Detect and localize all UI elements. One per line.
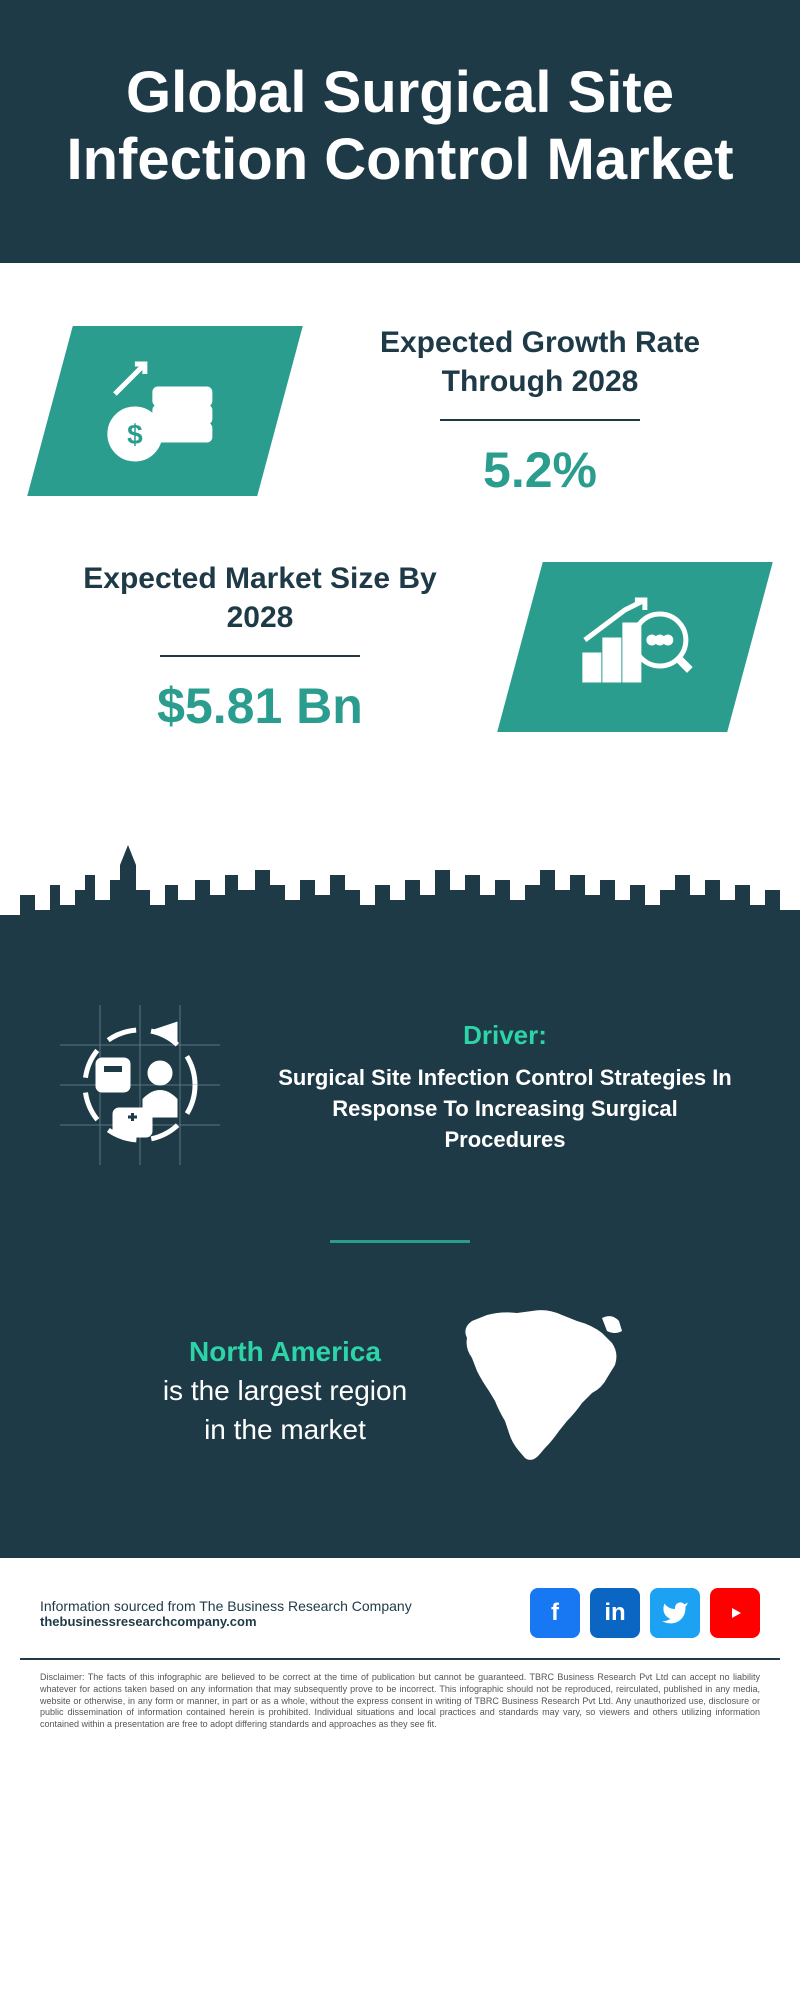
twitter-icon[interactable] [650,1588,700,1638]
stat-growth-rate: $ Expected Growth Rate Through 2028 5.2% [50,323,750,499]
driver-label: Driver: [270,1020,740,1051]
driver-text: Driver: Surgical Site Infection Control … [270,1020,740,1155]
source-text: Information sourced from The Business Re… [40,1598,412,1614]
main-title: Global Surgical Site Infection Control M… [40,60,760,193]
facebook-icon[interactable]: f [530,1588,580,1638]
chart-magnify-icon [570,585,700,705]
social-icons: f in [530,1588,760,1638]
youtube-icon[interactable] [710,1588,760,1638]
stats-section: $ Expected Growth Rate Through 2028 5.2% [0,263,800,835]
stat-market-size: Expected Market Size By 2028 $5.81 Bn [50,559,750,735]
growth-icon-box: $ [27,326,303,496]
strategy-icon [60,1005,220,1165]
driver-icon-box [60,1005,220,1170]
north-america-map-icon [447,1303,637,1473]
region-line1: is the largest region [163,1375,407,1406]
divider [160,655,360,657]
market-text: Expected Market Size By 2028 $5.81 Bn [50,559,470,735]
skyline-silhouette [0,835,800,955]
source-link: thebusinessresearchcompany.com [40,1614,412,1629]
footer: Information sourced from The Business Re… [0,1558,800,1648]
market-value: $5.81 Bn [50,677,470,735]
source-info: Information sourced from The Business Re… [40,1598,412,1629]
region-row: North America is the largest region in t… [60,1303,740,1478]
driver-row: Driver: Surgical Site Infection Control … [60,1005,740,1170]
map-icon-box [447,1303,637,1478]
market-label: Expected Market Size By 2028 [50,559,470,637]
header-banner: Global Surgical Site Infection Control M… [0,0,800,263]
divider [440,419,640,421]
region-text: North America is the largest region in t… [163,1332,407,1450]
svg-text:$: $ [127,419,143,450]
teal-divider [330,1240,470,1243]
disclaimer: Disclaimer: The facts of this infographi… [20,1658,780,1770]
dark-section: Driver: Surgical Site Infection Control … [0,955,800,1558]
driver-description: Surgical Site Infection Control Strategi… [270,1063,740,1155]
market-icon-box [497,562,773,732]
money-growth-icon: $ [100,349,230,469]
region-highlight: North America [189,1336,381,1367]
growth-value: 5.2% [330,441,750,499]
region-line2: in the market [204,1414,366,1445]
growth-text: Expected Growth Rate Through 2028 5.2% [330,323,750,499]
growth-label: Expected Growth Rate Through 2028 [330,323,750,401]
linkedin-icon[interactable]: in [590,1588,640,1638]
